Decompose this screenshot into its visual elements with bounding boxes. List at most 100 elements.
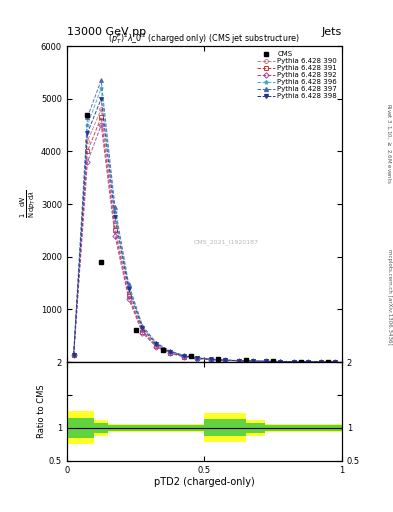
- Pythia 6.428 396: [72, 351, 76, 357]
- Bar: [94, 420, 108, 436]
- Pythia 6.428 398: [168, 349, 173, 355]
- Pythia 6.428 390: [140, 327, 145, 333]
- Bar: [246, 420, 265, 436]
- Pythia 6.428 396: [154, 340, 159, 347]
- Pythia 6.428 392: [209, 357, 214, 363]
- Bar: [108, 425, 204, 431]
- Pythia 6.428 396: [264, 358, 269, 365]
- Pythia 6.428 397: [250, 358, 255, 364]
- Pythia 6.428 392: [182, 354, 186, 360]
- Pythia 6.428 392: [195, 355, 200, 361]
- Pythia 6.428 397: [278, 358, 283, 365]
- Pythia 6.428 398: [237, 357, 241, 364]
- Pythia 6.428 398: [140, 325, 145, 331]
- Legend: CMS, Pythia 6.428 390, Pythia 6.428 391, Pythia 6.428 392, Pythia 6.428 396, Pyt: CMS, Pythia 6.428 390, Pythia 6.428 391,…: [256, 50, 338, 100]
- Bar: [265, 425, 342, 431]
- Pythia 6.428 397: [305, 358, 310, 365]
- Pythia 6.428 392: [292, 358, 296, 365]
- Pythia 6.428 391: [222, 357, 227, 364]
- Pythia 6.428 398: [264, 358, 269, 365]
- Pythia 6.428 397: [264, 358, 269, 364]
- Bar: [265, 424, 342, 432]
- Text: Jets: Jets: [321, 27, 342, 37]
- Y-axis label: $\frac{1}{\mathrm{N}}\frac{\mathrm{d}N}{\mathrm{d}p_T\mathrm{d}\lambda}$: $\frac{1}{\mathrm{N}}\frac{\mathrm{d}N}{…: [19, 190, 38, 218]
- Pythia 6.428 396: [127, 284, 131, 290]
- Text: mcplots.cern.ch [arXiv:1306.3436]: mcplots.cern.ch [arXiv:1306.3436]: [387, 249, 391, 345]
- Y-axis label: Ratio to CMS: Ratio to CMS: [37, 385, 46, 438]
- X-axis label: pTD2 (charged-only): pTD2 (charged-only): [154, 477, 255, 487]
- Pythia 6.428 397: [292, 358, 296, 365]
- Pythia 6.428 392: [333, 359, 338, 365]
- Pythia 6.428 396: [195, 355, 200, 361]
- Pythia 6.428 391: [154, 343, 159, 349]
- Pythia 6.428 396: [140, 324, 145, 330]
- Line: Pythia 6.428 397: Pythia 6.428 397: [72, 78, 337, 364]
- Pythia 6.428 398: [127, 286, 131, 292]
- Pythia 6.428 396: [278, 358, 283, 365]
- Pythia 6.428 397: [237, 357, 241, 364]
- Pythia 6.428 390: [195, 355, 200, 361]
- Pythia 6.428 392: [278, 358, 283, 365]
- Pythia 6.428 397: [182, 352, 186, 358]
- Pythia 6.428 392: [85, 159, 90, 165]
- Pythia 6.428 391: [237, 358, 241, 364]
- Pythia 6.428 392: [154, 344, 159, 350]
- Title: $(p_T^P)^2\lambda\_0^2$ (charged only) (CMS jet substructure): $(p_T^P)^2\lambda\_0^2$ (charged only) (…: [108, 31, 300, 46]
- Pythia 6.428 390: [113, 222, 118, 228]
- Pythia 6.428 396: [99, 85, 104, 91]
- Pythia 6.428 391: [209, 356, 214, 362]
- Pythia 6.428 391: [264, 358, 269, 365]
- Pythia 6.428 390: [319, 359, 324, 365]
- Pythia 6.428 391: [99, 114, 104, 120]
- Pythia 6.428 391: [319, 359, 324, 365]
- Pythia 6.428 396: [85, 122, 90, 128]
- Pythia 6.428 390: [99, 106, 104, 112]
- Pythia 6.428 391: [72, 352, 76, 358]
- CMS: [216, 356, 220, 362]
- Pythia 6.428 397: [127, 281, 131, 287]
- Pythia 6.428 396: [113, 209, 118, 215]
- Bar: [94, 422, 108, 433]
- Pythia 6.428 392: [264, 358, 269, 365]
- Pythia 6.428 392: [237, 358, 241, 364]
- Pythia 6.428 392: [127, 296, 131, 302]
- Pythia 6.428 391: [292, 358, 296, 365]
- Text: CMS_2021_I1920187: CMS_2021_I1920187: [194, 239, 259, 245]
- Pythia 6.428 392: [140, 330, 145, 336]
- Line: CMS: CMS: [85, 112, 331, 365]
- Pythia 6.428 391: [140, 329, 145, 335]
- CMS: [326, 359, 331, 365]
- Pythia 6.428 392: [99, 122, 104, 128]
- Pythia 6.428 391: [333, 359, 338, 365]
- Pythia 6.428 390: [85, 138, 90, 144]
- Pythia 6.428 397: [222, 357, 227, 363]
- Pythia 6.428 391: [113, 227, 118, 233]
- Pythia 6.428 390: [72, 352, 76, 358]
- Pythia 6.428 392: [222, 357, 227, 364]
- Pythia 6.428 396: [292, 358, 296, 365]
- Pythia 6.428 397: [113, 204, 118, 210]
- CMS: [161, 347, 165, 353]
- Pythia 6.428 392: [168, 350, 173, 356]
- Pythia 6.428 390: [182, 353, 186, 359]
- Pythia 6.428 390: [292, 358, 296, 365]
- Pythia 6.428 398: [278, 358, 283, 365]
- Pythia 6.428 391: [127, 293, 131, 300]
- Line: Pythia 6.428 392: Pythia 6.428 392: [72, 123, 337, 364]
- Bar: [67, 418, 94, 438]
- Pythia 6.428 390: [237, 357, 241, 364]
- Pythia 6.428 390: [278, 358, 283, 365]
- Pythia 6.428 390: [222, 357, 227, 364]
- Pythia 6.428 398: [222, 357, 227, 363]
- Pythia 6.428 396: [182, 353, 186, 359]
- Pythia 6.428 390: [333, 359, 338, 365]
- Pythia 6.428 397: [319, 359, 324, 365]
- Pythia 6.428 391: [168, 350, 173, 356]
- Pythia 6.428 397: [209, 356, 214, 362]
- Text: Rivet 3.1.10, $\geq$ 2.6M events: Rivet 3.1.10, $\geq$ 2.6M events: [385, 103, 393, 184]
- Pythia 6.428 398: [154, 341, 159, 347]
- Text: 13000 GeV pp: 13000 GeV pp: [67, 27, 146, 37]
- Pythia 6.428 391: [305, 359, 310, 365]
- Pythia 6.428 390: [127, 290, 131, 296]
- CMS: [298, 358, 303, 365]
